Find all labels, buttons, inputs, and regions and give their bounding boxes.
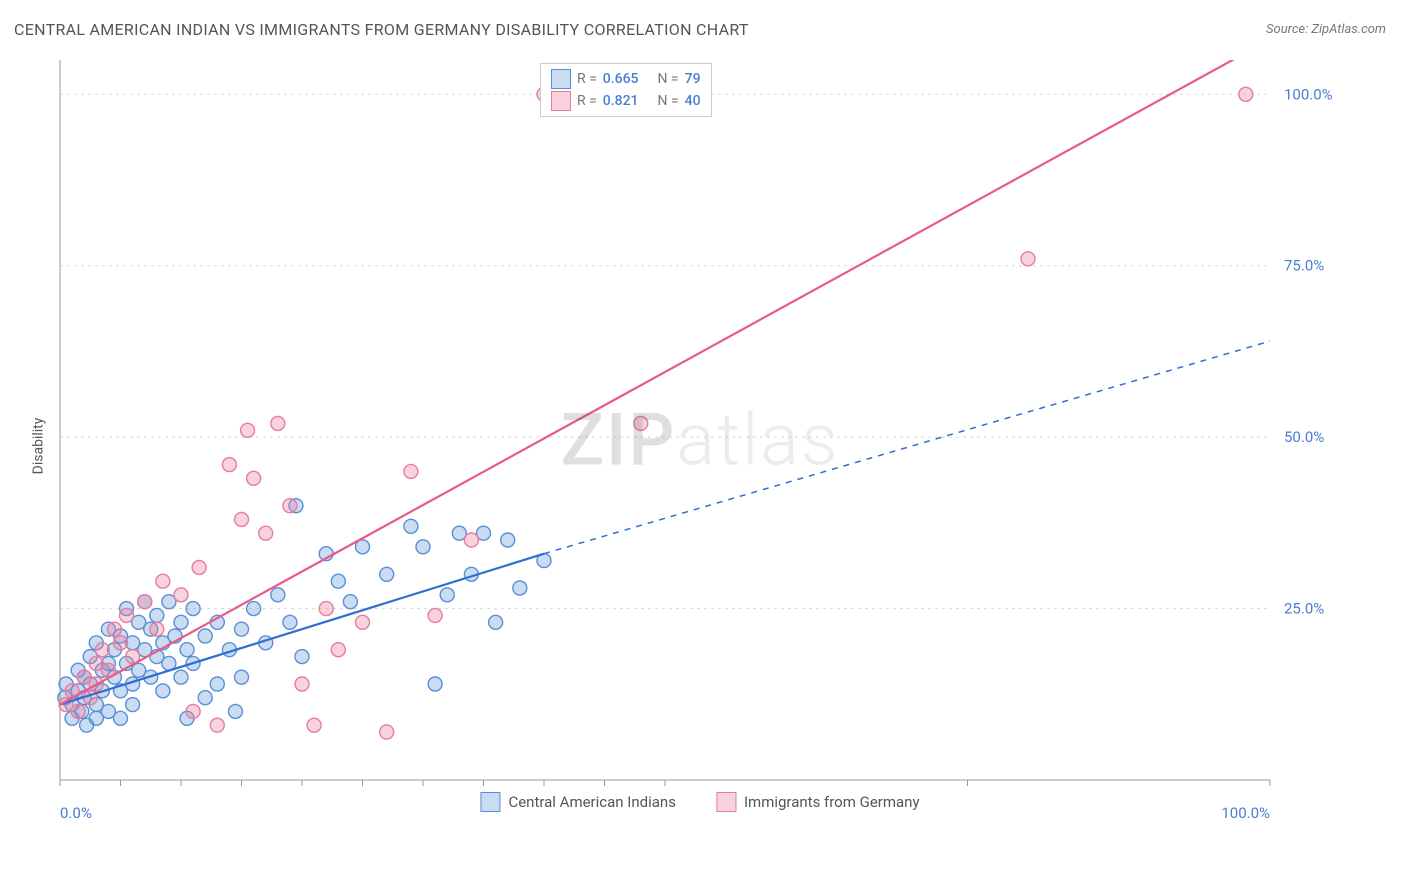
svg-text:50.0%: 50.0% (1284, 428, 1324, 446)
svg-text:100.0%: 100.0% (1221, 804, 1270, 820)
chart-title: CENTRAL AMERICAN INDIAN VS IMMIGRANTS FR… (14, 20, 749, 39)
swatch-pink-icon (716, 792, 736, 812)
swatch-blue-icon (551, 69, 571, 89)
stats-row-pink: R = 0.821 N = 40 (551, 90, 701, 112)
r-value-pink: 0.821 (603, 93, 639, 109)
swatch-pink-icon (551, 91, 571, 111)
y-axis-label: Disability (30, 418, 46, 475)
r-value-blue: 0.665 (603, 71, 639, 87)
svg-text:0.0%: 0.0% (60, 804, 92, 820)
stats-legend: R = 0.665 N = 79 R = 0.821 N = 40 (540, 63, 712, 117)
svg-text:25.0%: 25.0% (1284, 600, 1324, 618)
source-attribution: Source: ZipAtlas.com (1266, 22, 1386, 37)
legend-item-blue: Central American Indians (480, 792, 676, 812)
swatch-blue-icon (480, 792, 500, 812)
svg-text:75.0%: 75.0% (1284, 257, 1324, 275)
stats-row-blue: R = 0.665 N = 79 (551, 68, 701, 90)
legend-item-pink: Immigrants from Germany (716, 792, 920, 812)
series-legend: Central American Indians Immigrants from… (480, 792, 919, 812)
svg-text:100.0%: 100.0% (1284, 85, 1333, 103)
scatter-plot-svg: 25.0% 50.0% 75.0% 100.0% 0.0% 100.0% (50, 60, 1350, 820)
chart-area: 25.0%50.0%75.0%100.0%0.0%100.0% ZIPatlas… (50, 60, 1350, 820)
n-value-pink: 40 (685, 93, 701, 109)
n-value-blue: 79 (685, 71, 701, 87)
